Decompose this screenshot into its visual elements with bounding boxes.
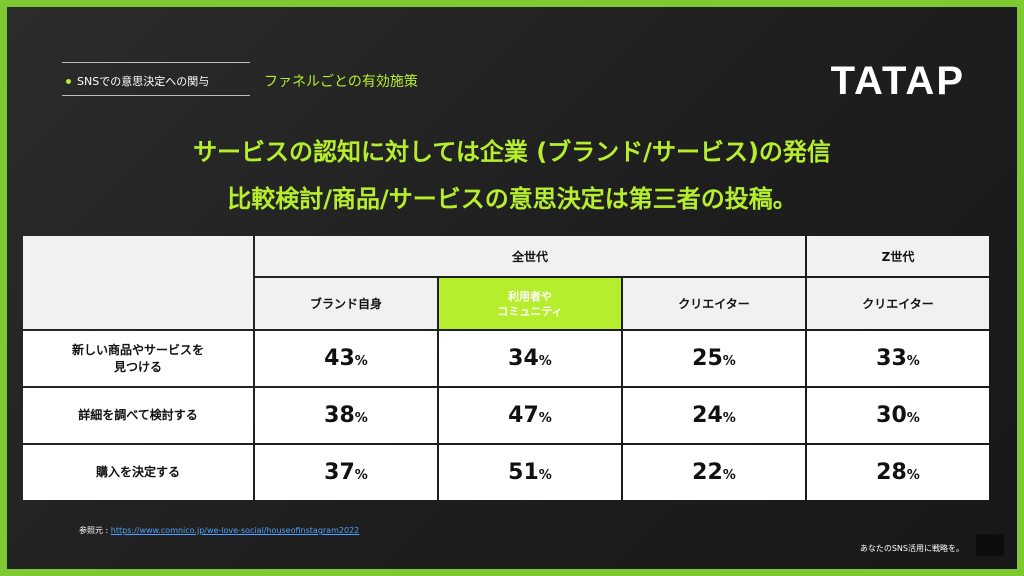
- tagline: あなたのSNS活用に戦略を。: [859, 544, 964, 553]
- percent-unit: %: [906, 411, 920, 426]
- reference-link[interactable]: https://www.comnico.jp/we-love-social/ho…: [110, 526, 360, 535]
- topic-label: SNSでの意思決定への関与: [62, 69, 250, 93]
- value-cell: 51%: [439, 445, 621, 500]
- slide: SNSでの意思決定への関与 ファネルごとの有効施策 TATAP サービスの認知に…: [7, 7, 1017, 569]
- table-corner: [23, 236, 253, 329]
- value-number: 22: [692, 460, 723, 485]
- percent-unit: %: [354, 354, 368, 369]
- value-number: 33: [876, 346, 907, 371]
- divider: [62, 95, 250, 96]
- column-header-creator-gen-z: クリエイター: [807, 278, 989, 329]
- percent-unit: %: [722, 354, 736, 369]
- tatap-logo: TATAP: [830, 59, 965, 103]
- value-cell: 34%: [439, 331, 621, 386]
- headline-line-1: サービスの認知に対しては企業 (ブランド/サービス)の発信: [193, 138, 831, 166]
- row-label: 新しい商品やサービスを 見つける: [23, 331, 253, 386]
- headline-line-2: 比較検討/商品/サービスの意思決定は第三者の投稿。: [227, 185, 797, 213]
- value-cell: 33%: [807, 331, 989, 386]
- reference: 参照元 : https://www.comnico.jp/we-love-soc…: [79, 525, 359, 536]
- value-cell: 22%: [623, 445, 805, 500]
- percent-unit: %: [538, 354, 552, 369]
- table-row: 新しい商品やサービスを 見つける 43% 34% 25% 33%: [23, 331, 989, 386]
- topic-text: SNSでの意思決定への関与: [77, 75, 210, 88]
- percent-unit: %: [906, 354, 920, 369]
- value-cell: 25%: [623, 331, 805, 386]
- percent-unit: %: [722, 468, 736, 483]
- group-header-gen-z: Z世代: [807, 236, 989, 276]
- value-number: 38: [324, 403, 355, 428]
- value-number: 28: [876, 460, 907, 485]
- column-header-brand: ブランド自身: [255, 278, 437, 329]
- comparison-table: 全世代 Z世代 ブランド自身 利用者や コミュニティ クリエイター クリエイター…: [21, 234, 991, 502]
- value-cell: 37%: [255, 445, 437, 500]
- row-label: 詳細を調べて検討する: [23, 388, 253, 443]
- table-row: 購入を決定する 37% 51% 22% 28%: [23, 445, 989, 500]
- value-cell: 24%: [623, 388, 805, 443]
- reference-label: 参照元 :: [79, 526, 111, 535]
- value-number: 30: [876, 403, 907, 428]
- percent-unit: %: [538, 411, 552, 426]
- percent-unit: %: [722, 411, 736, 426]
- slide-subtitle: ファネルごとの有効施策: [264, 74, 418, 90]
- column-header-text: 利用者や コミュニティ: [497, 289, 563, 318]
- value-cell: 47%: [439, 388, 621, 443]
- table-row: 詳細を調べて検討する 38% 47% 24% 30%: [23, 388, 989, 443]
- value-number: 24: [692, 403, 723, 428]
- divider: [62, 62, 250, 63]
- value-number: 47: [508, 403, 539, 428]
- percent-unit: %: [538, 468, 552, 483]
- percent-unit: %: [354, 411, 368, 426]
- group-header-all-generations: 全世代: [255, 236, 805, 276]
- value-cell: 43%: [255, 331, 437, 386]
- percent-unit: %: [906, 468, 920, 483]
- column-header-users-community: 利用者や コミュニティ: [439, 278, 621, 329]
- value-number: 51: [508, 460, 539, 485]
- value-number: 25: [692, 346, 723, 371]
- value-number: 37: [324, 460, 355, 485]
- value-number: 43: [324, 346, 355, 371]
- row-label: 購入を決定する: [23, 445, 253, 500]
- corner-square: [976, 534, 1004, 556]
- bullet-icon: [66, 78, 71, 84]
- value-cell: 30%: [807, 388, 989, 443]
- row-label-text: 新しい商品やサービスを 見つける: [71, 342, 204, 374]
- value-number: 34: [508, 346, 539, 371]
- percent-unit: %: [354, 468, 368, 483]
- value-cell: 38%: [255, 388, 437, 443]
- value-cell: 28%: [807, 445, 989, 500]
- column-header-creator: クリエイター: [623, 278, 805, 329]
